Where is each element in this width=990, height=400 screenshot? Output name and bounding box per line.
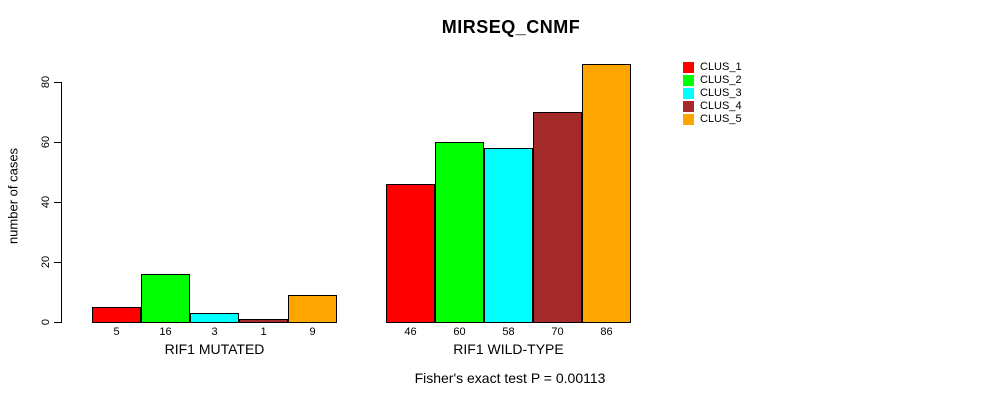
bar-value-label: 3 bbox=[211, 326, 218, 338]
legend-item-clus_2: CLUS_2 bbox=[683, 74, 742, 87]
y-tick-mark bbox=[54, 142, 61, 143]
legend-item-clus_4: CLUS_4 bbox=[683, 100, 742, 113]
legend-swatch-icon bbox=[683, 62, 694, 73]
y-tick-label: 60 bbox=[40, 135, 52, 149]
bar-value-label: 16 bbox=[159, 326, 172, 338]
bar-value-label: 58 bbox=[502, 326, 515, 338]
legend-label: CLUS_3 bbox=[700, 87, 742, 99]
group-label-mutated: RIF1 MUTATED bbox=[164, 341, 265, 357]
legend-item-clus_3: CLUS_3 bbox=[683, 87, 742, 100]
legend-label: CLUS_5 bbox=[700, 113, 742, 125]
bar-value-label: 9 bbox=[309, 326, 316, 338]
legend-label: CLUS_1 bbox=[700, 61, 742, 73]
group-label-wild-type: RIF1 WILD-TYPE bbox=[453, 341, 564, 357]
legend-swatch-icon bbox=[683, 114, 694, 125]
legend-label: CLUS_2 bbox=[700, 74, 742, 86]
y-tick-mark bbox=[54, 262, 61, 263]
y-axis-title: number of cases bbox=[5, 147, 21, 245]
legend-swatch-icon bbox=[683, 75, 694, 86]
legend: CLUS_1 CLUS_2 CLUS_3 CLUS_4 CLUS_5 bbox=[683, 61, 742, 126]
bar-value-label: 46 bbox=[404, 326, 417, 338]
y-tick-label: 40 bbox=[40, 195, 52, 209]
bar-clus_3-wild-type bbox=[484, 148, 533, 323]
y-tick-label: 20 bbox=[40, 255, 52, 269]
bar-value-label: 86 bbox=[600, 326, 613, 338]
chart-title: MIRSEQ_CNMF bbox=[441, 17, 581, 37]
bar-clus_2-wild-type bbox=[435, 142, 484, 323]
y-tick-label: 80 bbox=[40, 75, 52, 89]
legend-item-clus_5: CLUS_5 bbox=[683, 113, 742, 126]
bar-value-label: 1 bbox=[260, 326, 267, 338]
legend-item-clus_1: CLUS_1 bbox=[683, 61, 742, 74]
legend-label: CLUS_4 bbox=[700, 100, 742, 112]
subtitle-stat-text: Fisher's exact test P = 0.00113 bbox=[414, 370, 606, 386]
bar-clus_5-wild-type bbox=[582, 64, 631, 323]
bar-clus_4-wild-type bbox=[533, 112, 582, 323]
bar-clus_5-mutated bbox=[288, 295, 337, 323]
bar-value-label: 70 bbox=[551, 326, 564, 338]
y-tick-label: 0 bbox=[40, 318, 52, 326]
bar-clus_4-mutated bbox=[239, 319, 288, 323]
bar-clus_3-mutated bbox=[190, 313, 239, 323]
bar-value-label: 5 bbox=[113, 326, 120, 338]
bar-value-label: 60 bbox=[453, 326, 466, 338]
legend-swatch-icon bbox=[683, 88, 694, 99]
y-axis-line bbox=[61, 82, 62, 323]
bar-clus_1-mutated bbox=[92, 307, 141, 323]
bar-clus_2-mutated bbox=[141, 274, 190, 323]
legend-swatch-icon bbox=[683, 101, 694, 112]
bar-clus_1-wild-type bbox=[386, 184, 435, 323]
y-tick-mark bbox=[54, 202, 61, 203]
y-tick-mark bbox=[54, 322, 61, 323]
y-tick-mark bbox=[54, 82, 61, 83]
